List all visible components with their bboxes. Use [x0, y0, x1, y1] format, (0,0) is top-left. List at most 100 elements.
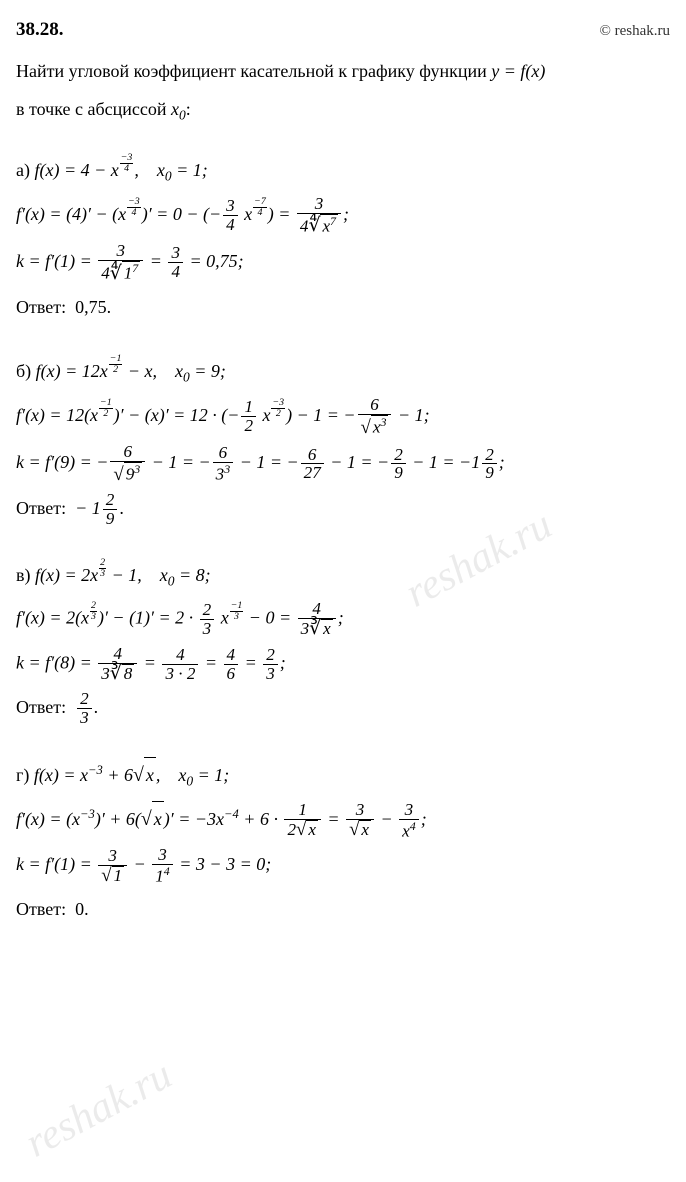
d: 3 · 2 — [162, 665, 198, 683]
sqrt-icon — [141, 809, 152, 829]
site-credit: © reshak.ru — [599, 17, 670, 46]
d: 2x — [284, 820, 320, 840]
t: = — [240, 652, 261, 672]
sqrt-icon — [133, 765, 144, 785]
fx: f(x) = 4 − x — [34, 160, 118, 180]
frac: 23 — [263, 646, 278, 683]
d: 3 — [230, 612, 244, 622]
frac: 3417 — [98, 242, 143, 283]
part-g: г) f(x) = x−3 + 6x, x0 = 1; f′(x) = (x−3… — [16, 757, 670, 926]
exp: −74 — [253, 197, 267, 218]
t: − 1 = − — [235, 452, 298, 472]
sub: 0 — [165, 168, 172, 183]
b: 1 — [155, 867, 164, 886]
t: = 0,75; — [185, 251, 244, 271]
d: 9 — [482, 464, 497, 482]
header: 38.28. © reshak.ru — [16, 12, 670, 48]
n: 1 — [107, 397, 112, 408]
frac: 6x3 — [358, 396, 392, 437]
t: = 8; — [174, 565, 210, 585]
d: 4x7 — [297, 214, 341, 236]
sqrt-icon — [349, 820, 359, 839]
t: k = f′(8) = — [16, 652, 96, 672]
label: Ответ: — [16, 297, 75, 317]
d: 417 — [98, 261, 143, 283]
d: 2 — [109, 365, 123, 375]
sqrt-icon — [296, 820, 306, 839]
colon: : — [186, 99, 191, 119]
n: 3 — [152, 846, 173, 865]
d: 3 — [90, 612, 97, 622]
n: 1 — [116, 353, 121, 364]
t: f′(x) = 2(x — [16, 608, 89, 628]
r: 8 — [122, 664, 135, 683]
t: f′(x) = 12(x — [16, 405, 98, 425]
frac: 23 — [77, 690, 92, 727]
b: x — [402, 821, 410, 840]
t: = — [139, 652, 160, 672]
d: 4 — [168, 263, 183, 281]
frac: 29 — [103, 491, 118, 528]
frac: 3x4 — [399, 801, 419, 841]
d: 3 — [263, 665, 278, 683]
n: 3 — [127, 152, 132, 163]
n: 2 — [482, 446, 497, 465]
p: . — [94, 697, 99, 717]
watermark: reshak.ru — [11, 1038, 188, 1182]
derivative: f′(x) = (4)′ − (x−34)′ = 0 − (−34 x−74) … — [16, 195, 670, 236]
frac: 12 — [241, 398, 256, 435]
given: в) f(x) = 2x23 − 1, x0 = 8; — [16, 558, 670, 594]
part-v: в) f(x) = 2x23 − 1, x0 = 8; f′(x) = 2(x2… — [16, 558, 670, 727]
d: x3 — [358, 415, 392, 437]
d: 6 — [224, 665, 239, 683]
d: 14 — [152, 865, 173, 886]
d: 1 — [98, 866, 127, 886]
t: )′ = −3x — [164, 809, 224, 829]
e: −4 — [224, 807, 239, 821]
r: x — [144, 757, 156, 792]
n: 2 — [263, 646, 278, 665]
sub: 0 — [179, 108, 186, 123]
k-eval: k = f′(8) = 438 = 43 · 2 = 46 = 23; — [16, 645, 670, 684]
n: − — [128, 196, 135, 207]
exp: 23 — [90, 601, 97, 622]
r: x — [359, 820, 371, 839]
n: 3 — [346, 801, 374, 820]
d: 2 — [241, 417, 256, 435]
t: ; — [280, 652, 286, 672]
frac: 34 — [168, 244, 183, 281]
label: Ответ: — [16, 697, 75, 717]
n: 4 — [298, 600, 336, 619]
n: − — [254, 196, 261, 207]
n: 3 — [297, 195, 341, 214]
fx: f(x) = x — [34, 765, 88, 785]
p: 3 — [101, 664, 110, 683]
p: . — [119, 498, 124, 518]
t: − 1 = −1 — [408, 452, 480, 472]
n: 2 — [391, 446, 406, 465]
d: 93 — [110, 462, 145, 484]
t: − x, x — [123, 361, 183, 381]
exp: 23 — [99, 558, 106, 579]
t: = 9; — [190, 361, 226, 381]
t: = — [200, 652, 221, 672]
given: б) f(x) = 12x−12 − x, x0 = 9; — [16, 354, 670, 390]
t: = 3 − 3 = 0; — [175, 854, 271, 874]
n: 1 — [237, 600, 242, 611]
n: 3 — [135, 196, 140, 207]
d: 4 — [223, 216, 238, 234]
frac: 12x — [284, 801, 320, 840]
t: f′(x) = (4)′ − (x — [16, 204, 126, 224]
d: 3 — [77, 709, 92, 727]
frac: 314 — [152, 846, 173, 886]
e: 3 — [224, 462, 230, 476]
label: Ответ: — [16, 498, 75, 518]
t: − 1 = − — [147, 452, 210, 472]
r: x — [322, 216, 330, 235]
n: 3 — [168, 244, 183, 263]
d: x4 — [399, 820, 419, 841]
d: 9 — [103, 510, 118, 528]
n: 4 — [162, 646, 198, 665]
n: 1 — [284, 801, 320, 820]
sqrt-icon — [113, 465, 123, 484]
